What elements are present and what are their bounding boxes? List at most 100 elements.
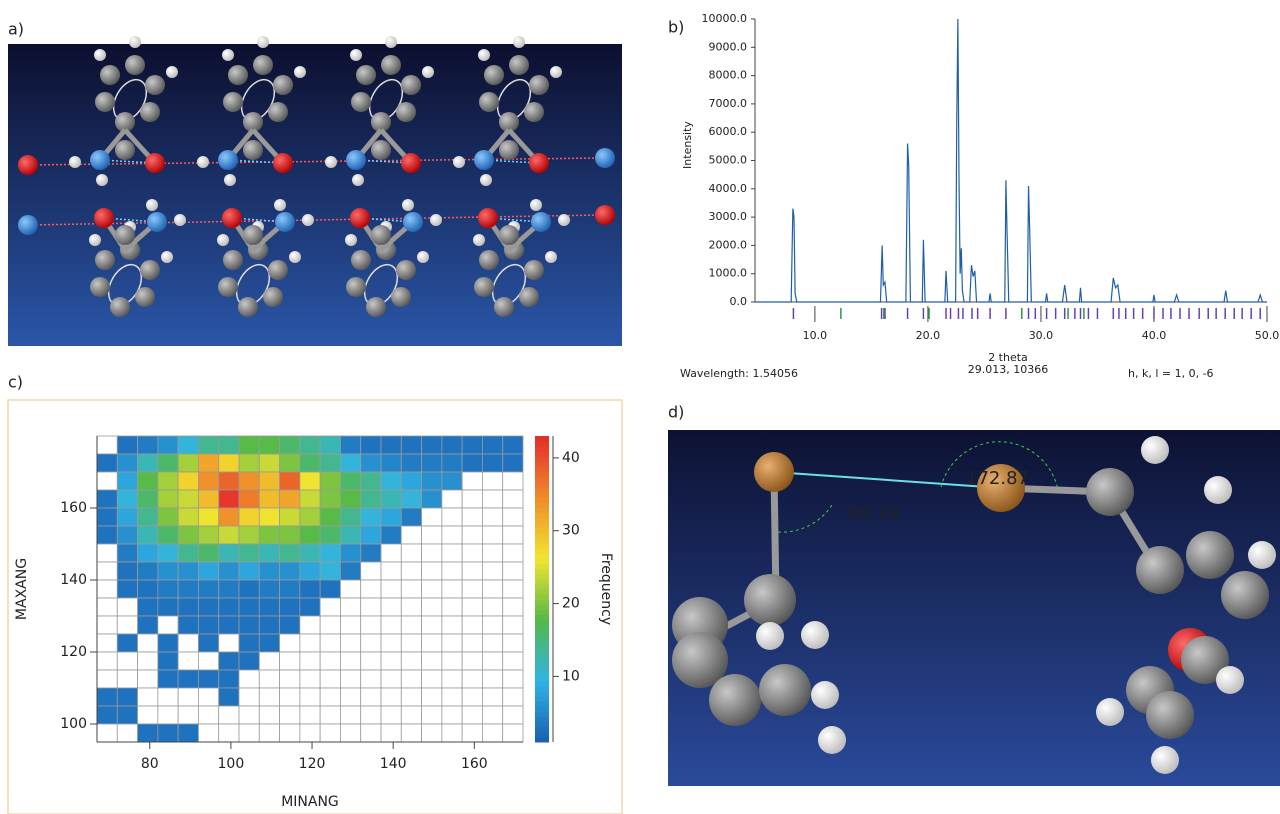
empty-cell (138, 706, 158, 724)
empty-cell (503, 598, 523, 616)
x-tick-label: 100 (218, 756, 245, 772)
atom (275, 212, 295, 232)
pattern-line (755, 19, 1267, 302)
empty-cell (503, 706, 523, 724)
heat-cell (219, 616, 239, 634)
atom (356, 65, 376, 85)
colorbar-segment (535, 441, 549, 447)
heat-cell (280, 580, 300, 598)
heat-cell (361, 472, 381, 490)
atom (90, 277, 110, 297)
atom (294, 66, 306, 78)
empty-cell (442, 670, 462, 688)
empty-cell (381, 544, 401, 562)
atom (529, 153, 549, 173)
empty-cell (300, 688, 320, 706)
atom (273, 75, 293, 95)
atom (351, 92, 371, 112)
colorbar-tick-label: 10 (562, 668, 580, 684)
empty-cell (442, 634, 462, 652)
atom (350, 49, 362, 61)
heat-cell (117, 472, 137, 490)
atom (519, 287, 539, 307)
heat-cell (503, 454, 523, 472)
empty-cell (340, 724, 360, 742)
heat-cell (280, 598, 300, 616)
heat-cell (239, 580, 259, 598)
empty-cell (462, 598, 482, 616)
heat-cell (300, 436, 320, 454)
heat-cell (239, 526, 259, 544)
atom (396, 260, 416, 280)
empty-cell (503, 652, 523, 670)
y-tick-label: 5000.0 (709, 154, 748, 167)
atom (1151, 746, 1179, 774)
colorbar-tick-label: 20 (562, 596, 580, 612)
empty-cell (442, 562, 462, 580)
heat-cell (259, 580, 279, 598)
atom (89, 234, 101, 246)
heat-cell (117, 526, 137, 544)
colorbar-segment (535, 635, 549, 641)
heat-cell (138, 526, 158, 544)
heat-cell (219, 562, 239, 580)
colorbar-segment (535, 523, 549, 529)
atom (224, 174, 236, 186)
atom (473, 234, 485, 246)
heat-cell (178, 508, 198, 526)
colorbar-segment (535, 717, 549, 723)
heat-cell (178, 544, 198, 562)
atom (818, 726, 846, 754)
colorbar-segment (535, 655, 549, 661)
colorbar-segment (535, 569, 549, 575)
empty-cell (482, 706, 502, 724)
atom (366, 297, 386, 317)
heat-cell (422, 454, 442, 472)
heat-cell (280, 616, 300, 634)
empty-cell (300, 616, 320, 634)
heat-cell (401, 436, 421, 454)
colorbar-segment (535, 615, 549, 621)
colorbar-segment (535, 507, 549, 513)
empty-cell (442, 526, 462, 544)
heat-cell (219, 490, 239, 508)
colorbar-segment (535, 533, 549, 539)
heat-cell (239, 436, 259, 454)
empty-cell (280, 688, 300, 706)
y-tick-label: 3000.0 (709, 210, 748, 223)
colorbar-segment (535, 451, 549, 457)
empty-cell (97, 544, 117, 562)
colorbar-segment (535, 691, 549, 697)
empty-cell (178, 634, 198, 652)
empty-cell (158, 616, 178, 634)
atom (545, 251, 557, 263)
heat-cell (158, 670, 178, 688)
heat-cell (340, 490, 360, 508)
atom (274, 199, 286, 211)
atom (218, 277, 238, 297)
colorbar-segment (535, 482, 549, 488)
atom (263, 287, 283, 307)
atom (709, 674, 761, 726)
colorbar-segment (535, 492, 549, 498)
empty-cell (442, 688, 462, 706)
empty-cell (401, 706, 421, 724)
heat-cell (381, 508, 401, 526)
heat-cell (138, 490, 158, 508)
heat-cell (340, 562, 360, 580)
y-tick-label: 8000.0 (709, 69, 748, 82)
heat-cell (259, 490, 279, 508)
heat-cell (219, 454, 239, 472)
atom (1186, 531, 1234, 579)
atom (474, 150, 494, 170)
empty-cell (482, 508, 502, 526)
empty-cell (198, 724, 218, 742)
heat-cell (361, 454, 381, 472)
y-tick-label: 9000.0 (709, 40, 748, 53)
atom (129, 36, 141, 48)
heat-cell (117, 688, 137, 706)
heat-cell (300, 454, 320, 472)
heat-cell (138, 544, 158, 562)
atom (268, 102, 288, 122)
empty-cell (401, 580, 421, 598)
